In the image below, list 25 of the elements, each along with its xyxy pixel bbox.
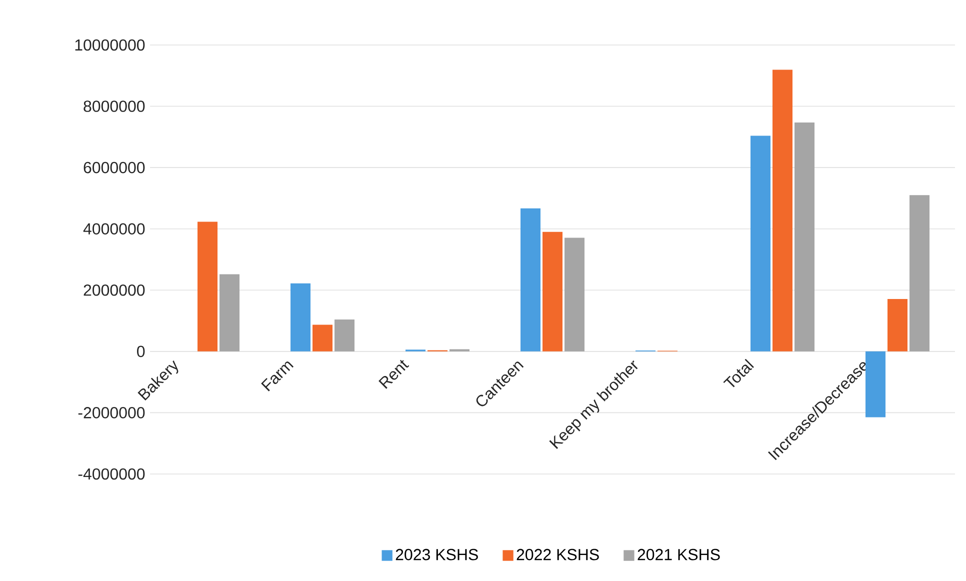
y-tick-label: -2000000 (78, 407, 145, 418)
bar (564, 238, 584, 352)
bar (750, 136, 770, 352)
bar (865, 351, 886, 418)
bar (198, 222, 218, 352)
bar (887, 299, 908, 352)
bar (542, 232, 563, 352)
y-tick-label: 2000000 (84, 284, 145, 296)
bar (772, 70, 792, 352)
y-tick-label: 0 (137, 346, 145, 358)
legend-label: 2023 KSHS (396, 548, 478, 560)
y-tick-label: 10000000 (75, 39, 145, 51)
legend-label: 2021 KSHS (638, 548, 720, 560)
bar (909, 195, 930, 352)
y-tick-label: -4000000 (78, 468, 145, 480)
bar (334, 320, 355, 352)
legend-label: 2022 KSHS (516, 548, 599, 560)
y-tick-label: 4000000 (83, 223, 145, 234)
y-tick-label: 6000000 (84, 162, 145, 174)
bar (220, 274, 240, 352)
y-tick-label: 8000000 (84, 100, 145, 112)
bar (312, 324, 333, 352)
bar (794, 122, 814, 352)
bar (520, 208, 540, 352)
bar (290, 283, 311, 352)
